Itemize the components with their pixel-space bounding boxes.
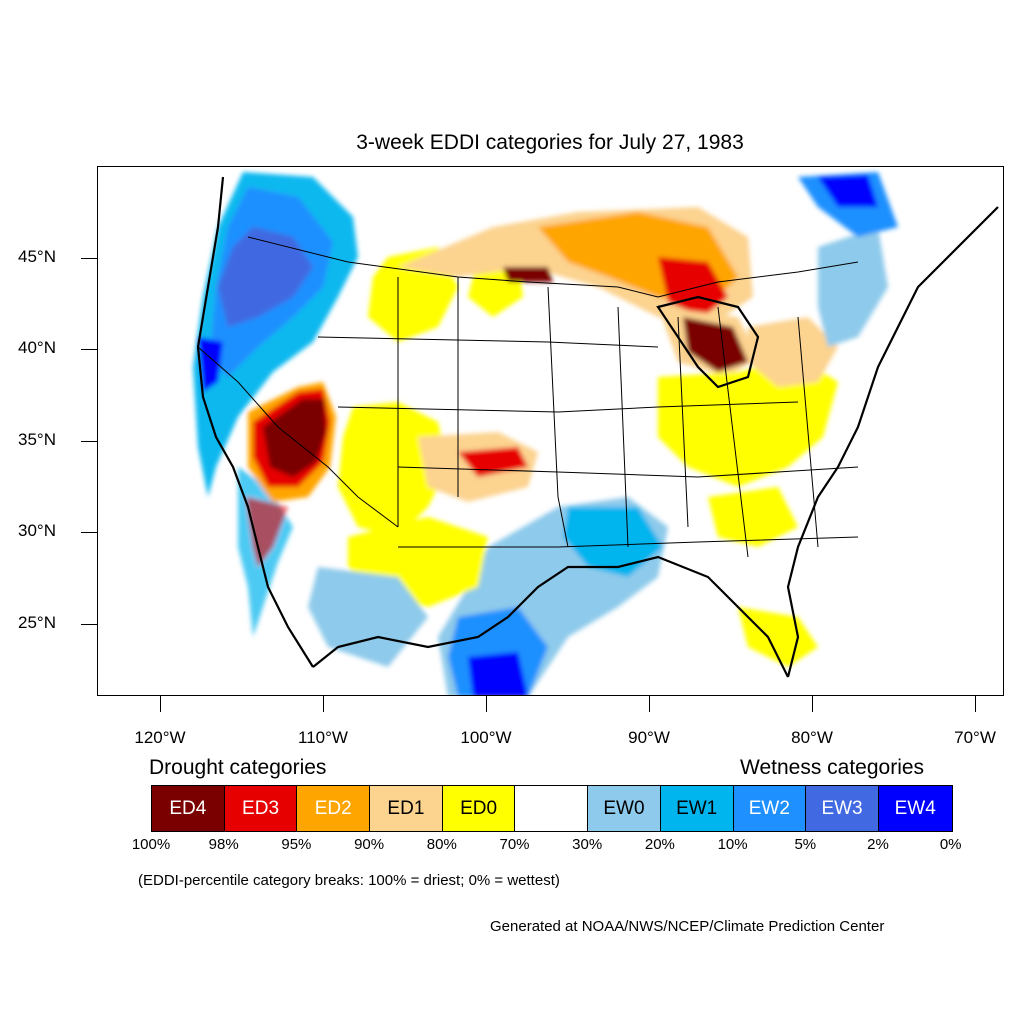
break-label: 100% [131,836,171,853]
xtick-mark [812,696,813,712]
lat-label: 40°N [18,338,56,357]
break-label: 95% [281,836,312,853]
ytick-mark [81,258,97,259]
lon-label: 70°W [954,728,996,747]
wetness-heading: Wetness categories [740,756,925,779]
legend-swatch-ed3: ED3 [224,786,298,831]
break-label: 90% [354,836,385,853]
xtick-mark [486,696,487,712]
lon-label: 80°W [791,728,833,747]
legend-swatch-ew4: EW4 [878,786,952,831]
break-label: 2% [867,836,889,853]
map-title: 3-week EDDI categories for July 27, 1983 [356,131,744,154]
category-colorbar: ED4 ED3 ED2 ED1 ED0 EW0 EW1 EW2 EW3 EW4 [151,785,953,832]
lon-label: 100°W [460,728,512,747]
ytick-mark [81,624,97,625]
legend-swatch-ed4: ED4 [152,786,225,831]
boundaries [197,236,859,558]
legend-swatch-ew0: EW0 [588,786,661,831]
break-label: 30% [572,836,603,853]
lon-label: 90°W [628,728,670,747]
legend-swatch-neutral [515,786,589,831]
break-label: 70% [499,836,530,853]
legend-swatch-ed1: ED1 [370,786,443,831]
coastline [196,176,999,678]
break-label: 98% [208,836,239,853]
category-regions [193,172,898,695]
xtick-mark [649,696,650,712]
drought-heading: Drought categories [149,756,327,779]
ytick-mark [81,349,97,350]
break-label: 0% [939,836,962,853]
ytick-mark [81,532,97,533]
ytick-mark [81,441,97,442]
break-label: 10% [717,836,748,853]
lon-label: 120°W [134,728,186,747]
category-note: (EDDI-percentile category breaks: 100% =… [138,872,560,889]
xtick-mark [975,696,976,712]
lon-label: 110°W [298,728,348,747]
legend-swatch-ew3: EW3 [806,786,879,831]
legend-swatch-ew1: EW1 [660,786,734,831]
lat-label: 30°N [18,521,56,540]
break-label: 5% [794,836,817,853]
map-canvas [193,172,999,695]
eddi-map [97,166,1004,696]
break-label: 80% [426,836,457,853]
xtick-mark [160,696,161,712]
credit-text: Generated at NOAA/NWS/NCEP/Climate Predi… [490,918,885,935]
break-label: 20% [644,836,675,853]
legend-swatch-ed2: ED2 [297,786,371,831]
lat-label: 35°N [18,430,56,449]
legend-swatch-ew2: EW2 [733,786,807,831]
lat-label: 25°N [18,613,56,632]
lat-label: 45°N [18,247,56,266]
xtick-mark [323,696,324,712]
legend-swatch-ed0: ED0 [442,786,516,831]
